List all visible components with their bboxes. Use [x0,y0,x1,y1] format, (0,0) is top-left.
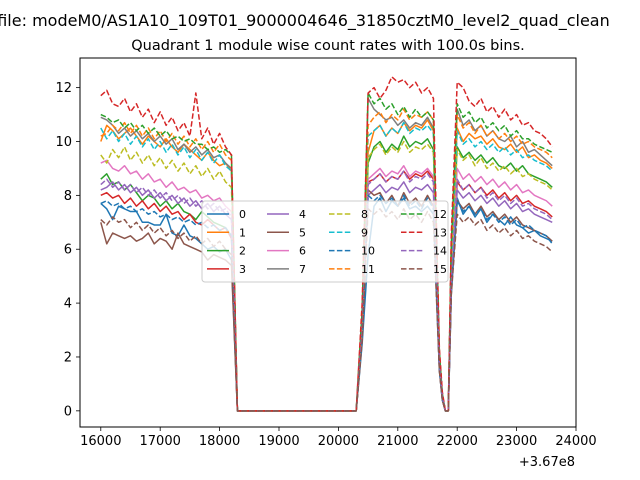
y-tick-label: 10 [55,135,72,150]
legend-label-15: 15 [433,263,447,276]
x-tick-label: 17000 [140,434,181,449]
y-tick-label: 12 [55,81,72,96]
series-line-15 [100,208,553,412]
chart-title: Quadrant 1 module wise count rates with … [131,38,525,54]
x-axis: 16000 17000 18000 19000 20000 21000 22000 23000… [80,427,597,449]
legend-label-8: 8 [361,208,368,221]
legend-label-11: 11 [361,263,375,276]
y-tick-label: 8 [64,189,72,204]
legend-label-3: 3 [239,263,246,276]
y-tick-label: 0 [64,404,72,419]
series-line-8 [100,140,553,412]
x-tick-label: 23000 [496,434,537,449]
figure-suptitle: n file: modeM0/AS1A10_109T01_9000004646_… [0,11,610,31]
x-offset-label: +3.67e8 [519,455,575,470]
y-axis: 0 2 4 6 8 10 12 [55,81,80,419]
x-tick-label: 16000 [80,434,121,449]
legend-label-1: 1 [239,226,246,239]
axes-frame [79,57,577,428]
legend-label-9: 9 [361,226,368,239]
legend-label-14: 14 [433,245,447,258]
legend-label-10: 10 [361,245,375,258]
x-tick-label: 21000 [377,434,418,449]
legend-label-7: 7 [299,263,306,276]
legend-label-12: 12 [433,208,447,221]
legend-label-6: 6 [299,245,306,258]
y-tick-label: 6 [64,243,72,258]
series-line-10 [100,194,553,412]
x-tick-label: 19000 [258,434,299,449]
legend-label-4: 4 [299,208,306,221]
legend-label-13: 13 [433,226,447,239]
series-line-13 [100,76,553,412]
legend-label-5: 5 [299,226,306,239]
legend-box [201,200,449,283]
y-tick-label: 2 [64,350,72,365]
plot-area [100,76,553,412]
x-tick-label: 20000 [318,434,359,449]
y-tick-label: 4 [64,297,72,312]
legend-label-2: 2 [239,245,246,258]
x-tick-label: 22000 [437,434,478,449]
legend-label-0: 0 [239,208,246,221]
x-tick-label: 24000 [555,434,596,449]
x-tick-label: 18000 [199,434,240,449]
